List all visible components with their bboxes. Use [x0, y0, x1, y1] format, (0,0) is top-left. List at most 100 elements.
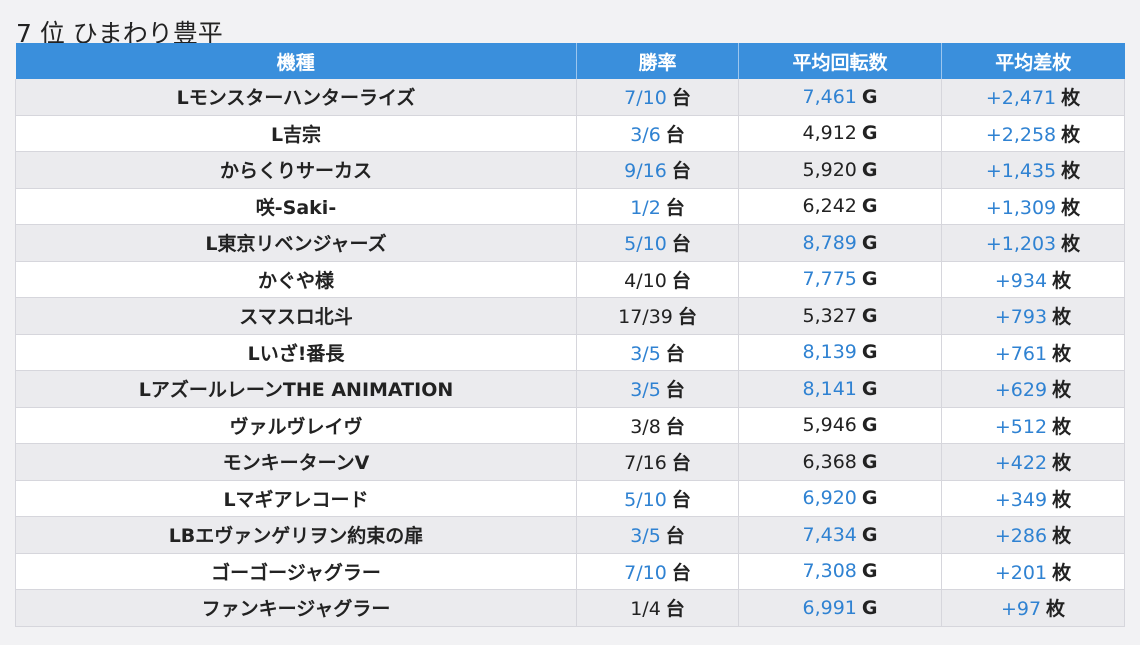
- avg-diff-value: +793: [994, 306, 1048, 329]
- machine-name[interactable]: L吉宗: [270, 123, 322, 146]
- machine-name[interactable]: Lいざ!番長: [247, 342, 345, 365]
- avg-diff-unit: 枚: [1052, 379, 1072, 402]
- win-rate-value: 7/10: [624, 87, 667, 110]
- avg-diff-unit: 枚: [1061, 196, 1081, 219]
- win-rate-unit: 台: [665, 415, 685, 438]
- avg-diff-unit: 枚: [1061, 123, 1081, 146]
- cell-win-rate: 7/10 台: [576, 79, 739, 116]
- machine-name[interactable]: Lモンスターハンターライズ: [176, 87, 416, 110]
- win-rate-value: 3/5: [630, 342, 661, 365]
- win-rate-value: 7/10: [624, 561, 667, 584]
- table-row: からくりサーカス 9/16 台 5,920 G +1,435 枚: [15, 151, 1125, 189]
- avg-spins-unit: G: [861, 158, 878, 181]
- avg-diff-unit: 枚: [1052, 561, 1072, 584]
- machine-name[interactable]: ヴァルヴレイヴ: [229, 415, 363, 438]
- header-avg-spins[interactable]: 平均回転数: [738, 43, 942, 79]
- win-rate-unit: 台: [677, 306, 697, 329]
- table-row: Lモンスターハンターライズ 7/10 台 7,461 G +2,471 枚: [15, 79, 1125, 116]
- win-rate-unit: 台: [671, 488, 691, 511]
- cell-avg-spins: 8,141 G: [738, 370, 942, 408]
- avg-diff-unit: 枚: [1052, 415, 1072, 438]
- win-rate-value: 3/5: [630, 525, 661, 548]
- table-row: LアズールレーンTHE ANIMATION 3/5 台 8,141 G +629 枚: [15, 370, 1125, 408]
- cell-machine: L東京リベンジャーズ: [15, 224, 577, 262]
- avg-spins-unit: G: [861, 450, 878, 473]
- cell-machine: LアズールレーンTHE ANIMATION: [15, 370, 577, 408]
- win-rate-value: 17/39: [618, 306, 673, 329]
- avg-diff-value: +2,258: [985, 123, 1057, 146]
- cell-machine: Lマギアレコード: [15, 480, 577, 517]
- win-rate-value: 3/5: [630, 379, 661, 402]
- machine-name[interactable]: LBエヴァンゲリヲン約束の扉: [168, 525, 424, 548]
- machine-name[interactable]: かぐや様: [257, 269, 334, 292]
- win-rate-value: 9/16: [624, 160, 667, 183]
- avg-spins-unit: G: [861, 596, 878, 619]
- avg-diff-unit: 枚: [1052, 342, 1072, 365]
- table-row: LBエヴァンゲリヲン約束の扉 3/5 台 7,434 G +286 枚: [15, 516, 1125, 554]
- cell-win-rate: 3/5 台: [576, 334, 739, 371]
- table-body: Lモンスターハンターライズ 7/10 台 7,461 G +2,471 枚 L吉宗 3/6 台 4,…: [15, 79, 1125, 627]
- cell-machine: Lいざ!番長: [15, 334, 577, 371]
- cell-avg-diff: +201 枚: [941, 553, 1125, 590]
- table-row: スマスロ北斗 17/39 台 5,327 G +793 枚: [15, 297, 1125, 335]
- header-machine[interactable]: 機種: [15, 43, 577, 79]
- avg-diff-value: +1,435: [985, 160, 1057, 183]
- header-win-rate[interactable]: 勝率: [576, 43, 739, 79]
- machine-name[interactable]: LアズールレーンTHE ANIMATION: [138, 379, 454, 402]
- avg-spins-value: 7,775: [802, 268, 857, 291]
- win-rate-value: 7/16: [624, 452, 667, 475]
- cell-machine: からくりサーカス: [15, 151, 577, 189]
- avg-diff-value: +761: [994, 342, 1048, 365]
- win-rate-value: 1/2: [630, 196, 661, 219]
- table-row: ゴーゴージャグラー 7/10 台 7,308 G +201 枚: [15, 553, 1125, 590]
- cell-machine: スマスロ北斗: [15, 297, 577, 335]
- cell-avg-spins: 7,775 G: [738, 261, 942, 298]
- avg-spins-value: 6,368: [802, 450, 857, 473]
- cell-avg-spins: 7,461 G: [738, 79, 942, 116]
- machine-name[interactable]: モンキーターンV: [222, 452, 370, 475]
- avg-spins-value: 7,461: [802, 85, 857, 108]
- cell-avg-diff: +97 枚: [941, 589, 1125, 627]
- cell-avg-spins: 8,789 G: [738, 224, 942, 262]
- cell-win-rate: 4/10 台: [576, 261, 739, 298]
- cell-avg-diff: +349 枚: [941, 480, 1125, 517]
- avg-diff-unit: 枚: [1061, 160, 1081, 183]
- avg-diff-unit: 枚: [1061, 87, 1081, 110]
- cell-win-rate: 9/16 台: [576, 151, 739, 189]
- avg-diff-value: +286: [994, 525, 1048, 548]
- machine-name[interactable]: 咲-Saki-: [255, 196, 337, 219]
- avg-diff-value: +934: [994, 269, 1048, 292]
- avg-spins-value: 6,991: [802, 596, 857, 619]
- ranking-table: 機種 勝率 平均回転数 平均差枚 Lモンスターハンターライズ 7/10 台 7,461…: [15, 43, 1125, 627]
- machine-name[interactable]: ゴーゴージャグラー: [211, 561, 381, 584]
- cell-machine: L吉宗: [15, 115, 577, 152]
- cell-machine: 咲-Saki-: [15, 188, 577, 225]
- machine-name[interactable]: L東京リベンジャーズ: [205, 233, 387, 256]
- machine-name[interactable]: Lマギアレコード: [223, 488, 369, 511]
- win-rate-unit: 台: [671, 269, 691, 292]
- machine-name[interactable]: スマスロ北斗: [239, 306, 353, 329]
- cell-avg-spins: 7,308 G: [738, 553, 942, 590]
- cell-avg-spins: 6,920 G: [738, 480, 942, 517]
- table-row: Lいざ!番長 3/5 台 8,139 G +761 枚: [15, 334, 1125, 371]
- avg-diff-value: +201: [994, 561, 1048, 584]
- table-header-row: 機種 勝率 平均回転数 平均差枚: [15, 43, 1125, 79]
- table-row: ファンキージャグラー 1/4 台 6,991 G +97 枚: [15, 589, 1125, 627]
- avg-spins-unit: G: [861, 377, 878, 400]
- table-row: Lマギアレコード 5/10 台 6,920 G +349 枚: [15, 480, 1125, 517]
- cell-avg-spins: 7,434 G: [738, 516, 942, 554]
- avg-spins-unit: G: [861, 231, 878, 254]
- cell-win-rate: 3/5 台: [576, 516, 739, 554]
- cell-win-rate: 5/10 台: [576, 224, 739, 262]
- header-avg-diff[interactable]: 平均差枚: [941, 43, 1125, 79]
- cell-win-rate: 3/6 台: [576, 115, 739, 152]
- avg-spins-value: 4,912: [802, 122, 857, 145]
- machine-name[interactable]: からくりサーカス: [219, 160, 372, 183]
- cell-avg-spins: 6,242 G: [738, 188, 942, 225]
- cell-win-rate: 7/16 台: [576, 443, 739, 481]
- cell-avg-diff: +761 枚: [941, 334, 1125, 371]
- machine-name[interactable]: ファンキージャグラー: [201, 598, 391, 621]
- avg-diff-unit: 枚: [1052, 488, 1072, 511]
- cell-avg-diff: +1,435 枚: [941, 151, 1125, 189]
- cell-win-rate: 7/10 台: [576, 553, 739, 590]
